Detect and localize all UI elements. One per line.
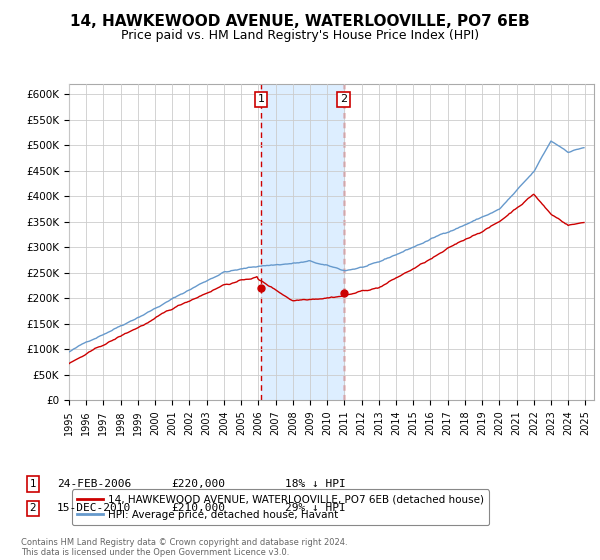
Text: Contains HM Land Registry data © Crown copyright and database right 2024.
This d: Contains HM Land Registry data © Crown c… (21, 538, 347, 557)
Text: 1: 1 (257, 94, 265, 104)
Text: 14, HAWKEWOOD AVENUE, WATERLOOVILLE, PO7 6EB: 14, HAWKEWOOD AVENUE, WATERLOOVILLE, PO7… (70, 14, 530, 29)
Text: £220,000: £220,000 (171, 479, 225, 489)
Text: 15-DEC-2010: 15-DEC-2010 (57, 503, 131, 514)
Text: 24-FEB-2006: 24-FEB-2006 (57, 479, 131, 489)
Text: Price paid vs. HM Land Registry's House Price Index (HPI): Price paid vs. HM Land Registry's House … (121, 29, 479, 42)
Bar (261, 84, 344, 400)
Legend: 14, HAWKEWOOD AVENUE, WATERLOOVILLE, PO7 6EB (detached house), HPI: Average pric: 14, HAWKEWOOD AVENUE, WATERLOOVILLE, PO7… (71, 489, 489, 525)
Text: 2: 2 (340, 94, 347, 104)
Text: 1: 1 (29, 479, 37, 489)
Text: 18% ↓ HPI: 18% ↓ HPI (285, 479, 346, 489)
Text: £210,000: £210,000 (171, 503, 225, 514)
Text: 2: 2 (29, 503, 37, 514)
Text: 29% ↓ HPI: 29% ↓ HPI (285, 503, 346, 514)
